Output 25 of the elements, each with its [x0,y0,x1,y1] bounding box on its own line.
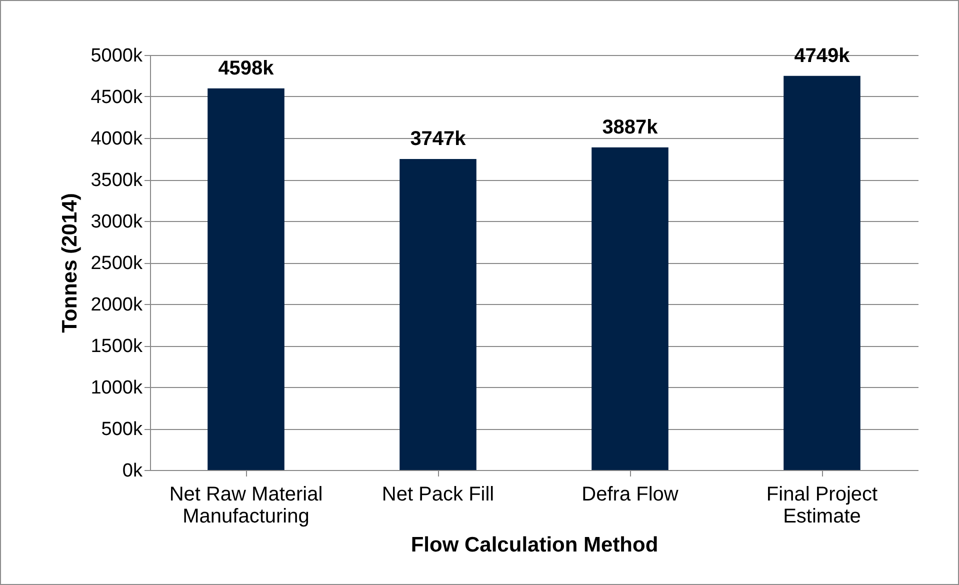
y-axis-title: Tonnes (2014) [58,193,82,333]
data-label: 3887k [602,116,659,138]
x-tick-label: Net Raw Material Manufacturing [169,484,323,528]
y-tick-label: 0k [122,460,143,482]
y-tick-label: 500k [101,419,143,440]
bar [784,76,860,470]
data-label: 4749k [794,44,851,67]
y-tick-label: 5000k [90,46,143,66]
y-tick-label: 4000k [90,128,143,150]
x-axis-title: Flow Calculation Method [410,534,658,556]
y-tick-label: 3500k [90,170,143,191]
y-tick-label: 1500k [90,336,143,357]
y-tick-label: 3000k [90,212,143,232]
data-label: 4598k [218,57,275,80]
y-tick-label: 1000k [90,378,143,398]
x-tick-label: Defra Flow [582,484,679,506]
x-tick-label: Final Project Estimate [766,484,878,528]
data-label: 3747k [410,128,467,150]
y-tick-label: 2000k [90,294,143,316]
x-tick-label: Net Pack Fill [382,484,494,506]
y-tick-label: 4500k [90,87,143,108]
bar [208,88,284,470]
y-tick-label: 2500k [90,253,143,274]
bar [592,147,668,470]
bar [400,159,476,470]
